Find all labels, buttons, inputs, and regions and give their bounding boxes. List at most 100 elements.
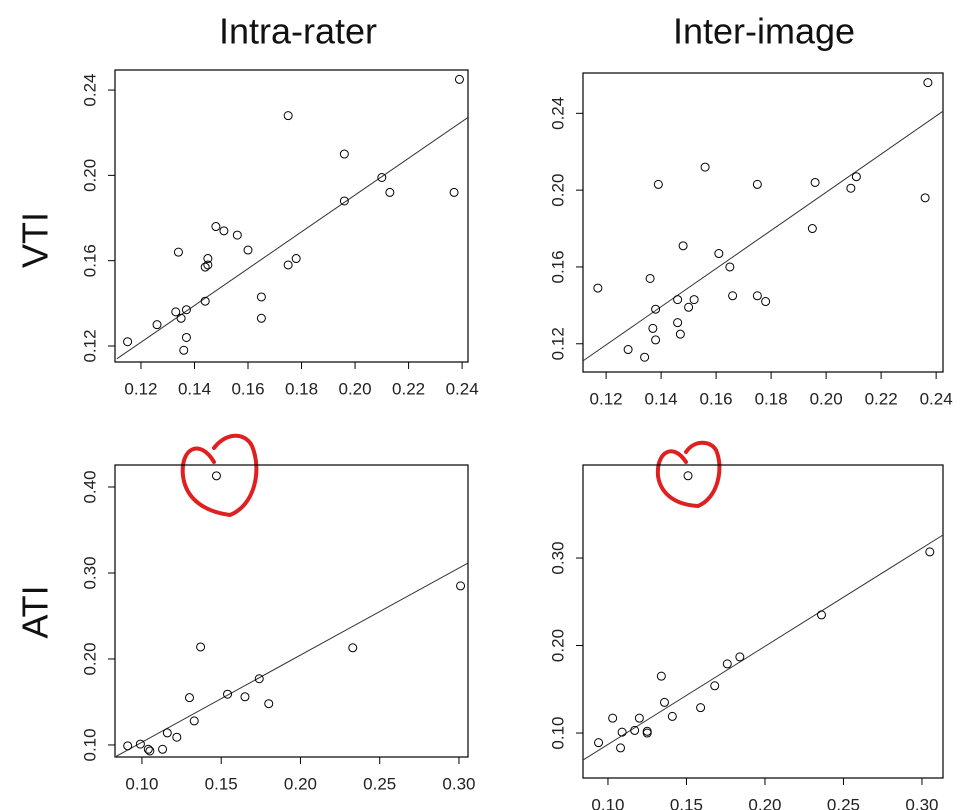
- y-tick-label: 0.24: [80, 74, 99, 107]
- point: [184, 693, 194, 703]
- point: [339, 149, 349, 159]
- point: [700, 162, 710, 172]
- x-tick-label: 0.22: [392, 379, 425, 398]
- x-tick-label: 0.30: [442, 774, 475, 793]
- point: [683, 471, 693, 481]
- point: [456, 581, 466, 591]
- point: [752, 291, 762, 301]
- point: [651, 335, 661, 345]
- point: [143, 744, 153, 754]
- y-tick-label: 0.20: [548, 174, 567, 207]
- trend-line: [582, 110, 944, 362]
- point: [648, 323, 658, 333]
- x-tick-label: 0.18: [285, 379, 318, 398]
- point: [152, 320, 162, 330]
- point: [181, 332, 191, 342]
- row-title: ATI: [15, 585, 56, 638]
- point: [923, 78, 933, 88]
- point: [651, 304, 661, 314]
- point: [179, 345, 189, 355]
- point: [752, 179, 762, 189]
- point: [714, 249, 724, 259]
- point: [200, 262, 210, 272]
- trend-line: [116, 117, 468, 360]
- x-tick-label: 0.25: [827, 795, 860, 810]
- point: [673, 295, 683, 305]
- plot-frame: [582, 72, 944, 373]
- point: [240, 692, 250, 702]
- trend-line: [114, 562, 469, 758]
- x-tick-label: 0.18: [755, 389, 788, 408]
- plot-frame: [114, 464, 469, 758]
- x-tick-label: 0.20: [284, 774, 317, 793]
- point: [176, 313, 186, 323]
- point: [653, 179, 663, 189]
- point: [851, 172, 861, 182]
- point: [593, 283, 603, 293]
- point: [173, 247, 183, 257]
- point: [807, 224, 817, 234]
- column-title: Intra-rater: [219, 11, 377, 52]
- point: [339, 196, 349, 206]
- point: [162, 728, 172, 738]
- point: [283, 111, 293, 121]
- y-tick-label: 0.24: [548, 97, 567, 130]
- point: [348, 643, 358, 653]
- point: [645, 273, 655, 283]
- point: [189, 716, 199, 726]
- plot-frame: [114, 69, 469, 363]
- y-tick-label: 0.20: [548, 629, 567, 662]
- point: [623, 345, 633, 355]
- x-tick-label: 0.15: [205, 774, 238, 793]
- point: [722, 659, 732, 669]
- point: [761, 297, 771, 307]
- point: [211, 222, 221, 232]
- x-tick-label: 0.10: [125, 774, 158, 793]
- point: [449, 187, 459, 197]
- point: [920, 193, 930, 203]
- point: [630, 725, 640, 735]
- y-tick-label: 0.30: [548, 541, 567, 574]
- point: [696, 703, 706, 713]
- point: [264, 699, 274, 709]
- point: [123, 337, 133, 347]
- point: [203, 260, 213, 270]
- point: [196, 642, 206, 652]
- x-tick-label: 0.22: [865, 389, 898, 408]
- point: [684, 302, 694, 312]
- x-tick-label: 0.12: [590, 389, 623, 408]
- point: [256, 313, 266, 323]
- point: [377, 173, 387, 183]
- x-tick-label: 0.20: [810, 389, 843, 408]
- point: [640, 352, 650, 362]
- point: [673, 318, 683, 328]
- x-tick-label: 0.16: [700, 389, 733, 408]
- point: [223, 689, 233, 699]
- point: [608, 713, 618, 723]
- y-tick-label: 0.20: [80, 159, 99, 192]
- x-tick-label: 0.25: [363, 774, 396, 793]
- y-tick-label: 0.16: [548, 250, 567, 283]
- point: [642, 728, 652, 738]
- point: [385, 187, 395, 197]
- point: [659, 697, 669, 707]
- x-tick-label: 0.14: [645, 389, 678, 408]
- y-tick-label: 0.10: [80, 728, 99, 761]
- trend-line: [582, 534, 944, 761]
- point: [634, 713, 644, 723]
- point: [211, 471, 221, 481]
- point: [735, 652, 745, 662]
- point: [171, 307, 181, 317]
- point: [810, 177, 820, 187]
- column-title: Inter-image: [673, 11, 855, 52]
- point: [158, 744, 168, 754]
- point: [710, 681, 720, 691]
- x-tick-label: 0.16: [231, 379, 264, 398]
- point: [816, 610, 826, 620]
- point: [135, 739, 145, 749]
- point: [172, 732, 182, 742]
- x-tick-label: 0.24: [920, 389, 953, 408]
- point: [642, 726, 652, 736]
- point: [256, 292, 266, 302]
- x-tick-label: 0.20: [748, 795, 781, 810]
